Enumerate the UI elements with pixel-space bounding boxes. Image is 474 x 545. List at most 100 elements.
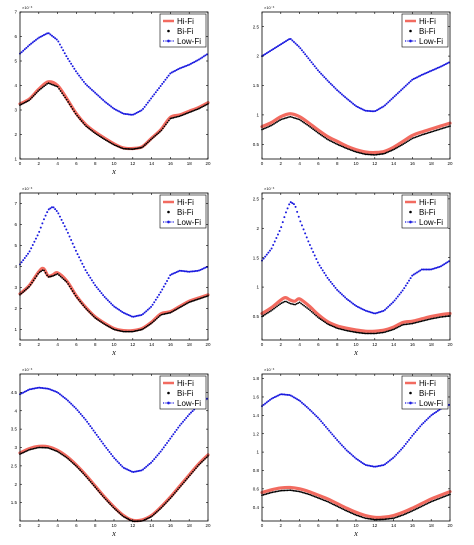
- series-point-lowfi: [164, 78, 167, 81]
- series-point-bifi: [181, 305, 184, 307]
- series-point-bifi: [282, 118, 284, 120]
- series-point-lowfi: [44, 214, 47, 217]
- series-point-bifi: [376, 153, 379, 156]
- series-point-lowfi: [345, 449, 348, 452]
- series-point-lowfi: [387, 305, 390, 308]
- x-tick-label: 6: [317, 342, 320, 347]
- series-point-lowfi: [403, 444, 406, 447]
- series-point-lowfi: [135, 315, 138, 318]
- series-point-bifi: [360, 332, 363, 334]
- series-point-bifi: [351, 512, 354, 515]
- series-point-lowfi: [201, 56, 204, 59]
- series-markers-lowfi: [19, 32, 208, 116]
- series-point-lowfi: [189, 62, 192, 65]
- series-point-lowfi: [161, 448, 164, 451]
- series-point-lowfi: [435, 67, 438, 70]
- series-point-bifi: [279, 303, 281, 306]
- series-point-bifi: [85, 307, 88, 310]
- series-point-lowfi: [28, 250, 31, 253]
- series-point-lowfi: [22, 49, 25, 52]
- series-point-bifi: [151, 321, 154, 324]
- series-point-bifi: [28, 448, 30, 451]
- series-point-lowfi: [406, 282, 409, 285]
- series-point-lowfi: [326, 79, 329, 82]
- series-point-bifi: [406, 323, 409, 325]
- series-point-lowfi: [412, 77, 415, 80]
- series-point-bifi: [192, 470, 194, 473]
- series-point-bifi: [34, 447, 36, 450]
- series-point-bifi: [396, 326, 399, 329]
- series-point-bifi: [31, 448, 33, 450]
- series-point-lowfi: [428, 415, 431, 418]
- series-point-lowfi: [379, 107, 382, 110]
- series-point-bifi: [38, 271, 41, 274]
- series-point-lowfi: [409, 277, 412, 280]
- x-tick-label: 8: [336, 161, 339, 166]
- series-point-lowfi: [392, 457, 395, 460]
- legend-label-hifi: Hi-Fi: [177, 198, 194, 207]
- series-point-lowfi: [166, 441, 169, 444]
- series-point-lowfi: [433, 267, 436, 270]
- series-point-lowfi: [178, 67, 181, 70]
- series-point-bifi: [116, 145, 119, 148]
- series-point-bifi: [397, 145, 400, 148]
- series-point-bifi: [154, 134, 157, 137]
- series-point-bifi: [149, 138, 152, 141]
- series-point-bifi: [388, 329, 391, 332]
- series-point-bifi: [189, 301, 191, 303]
- series-point-bifi: [113, 144, 116, 147]
- series-point-bifi: [264, 313, 266, 316]
- chart-panel-1: ×10⁻³0 2 4 6 8 10 12 14 16 18 201234567xHi-FiBi-Fi…: [14, 5, 211, 176]
- series-point-bifi: [366, 153, 369, 156]
- series-point-bifi: [279, 119, 281, 121]
- series-point-bifi: [100, 493, 103, 496]
- series-point-bifi: [298, 301, 301, 304]
- series-point-bifi: [376, 518, 379, 521]
- x-axis-label: x: [353, 348, 358, 357]
- series-point-lowfi: [384, 308, 387, 311]
- series-point-bifi: [73, 292, 76, 295]
- series-point-bifi: [61, 453, 64, 456]
- series-point-bifi: [414, 136, 417, 139]
- series-point-bifi: [67, 101, 70, 103]
- series-point-lowfi: [111, 106, 114, 109]
- series-point-bifi: [205, 295, 208, 298]
- series-point-bifi: [343, 509, 346, 511]
- y-tick-label: 0.4: [253, 505, 260, 510]
- series-point-lowfi: [364, 109, 367, 112]
- series-point-lowfi: [332, 284, 335, 287]
- series-point-bifi: [193, 469, 196, 471]
- series-point-lowfi: [438, 265, 441, 268]
- legend-label-hifi: Hi-Fi: [419, 379, 436, 388]
- series-point-lowfi: [283, 41, 286, 44]
- legend-swatch-bifi: [409, 29, 412, 33]
- series-point-lowfi: [60, 218, 63, 221]
- series-point-lowfi: [188, 63, 191, 66]
- legend-swatch-bifi: [167, 391, 170, 395]
- legend-label-lowfi: Low-Fi: [419, 399, 443, 408]
- series-point-bifi: [420, 320, 423, 323]
- series-point-lowfi: [339, 442, 342, 445]
- series-point-lowfi: [321, 269, 324, 272]
- series-point-lowfi: [86, 271, 89, 274]
- series-point-bifi: [195, 467, 197, 470]
- series-point-lowfi: [321, 422, 324, 425]
- series-point-bifi: [357, 514, 360, 517]
- series-point-lowfi: [283, 216, 286, 219]
- series-point-bifi: [43, 85, 45, 88]
- series-point-lowfi: [340, 444, 343, 447]
- series-point-lowfi: [384, 104, 387, 107]
- series-point-bifi: [310, 310, 313, 313]
- series-point-lowfi: [148, 307, 151, 310]
- series-point-bifi: [104, 139, 107, 141]
- series-point-lowfi: [34, 237, 37, 240]
- series-point-lowfi: [119, 463, 122, 466]
- series-point-bifi: [378, 518, 381, 521]
- series-point-lowfi: [145, 465, 148, 468]
- series-point-lowfi: [305, 236, 308, 239]
- series-point-bifi: [322, 320, 325, 323]
- series-point-bifi: [121, 147, 124, 150]
- series-point-bifi: [337, 144, 340, 146]
- series-point-bifi: [109, 326, 112, 329]
- series-point-lowfi: [334, 437, 337, 440]
